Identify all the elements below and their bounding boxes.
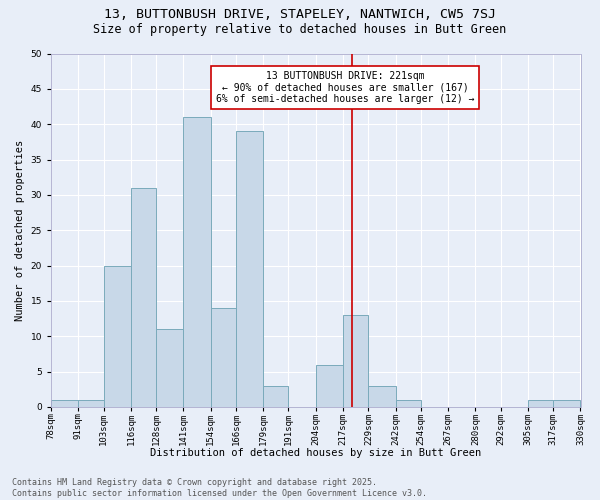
Bar bbox=[368, 386, 395, 407]
Text: 13 BUTTONBUSH DRIVE: 221sqm
← 90% of detached houses are smaller (167)
6% of sem: 13 BUTTONBUSH DRIVE: 221sqm ← 90% of det… bbox=[216, 71, 475, 104]
Text: 13, BUTTONBUSH DRIVE, STAPELEY, NANTWICH, CW5 7SJ: 13, BUTTONBUSH DRIVE, STAPELEY, NANTWICH… bbox=[104, 8, 496, 20]
Text: Contains HM Land Registry data © Crown copyright and database right 2025.
Contai: Contains HM Land Registry data © Crown c… bbox=[12, 478, 427, 498]
Bar bbox=[553, 400, 580, 407]
Bar bbox=[79, 400, 104, 407]
Text: Size of property relative to detached houses in Butt Green: Size of property relative to detached ho… bbox=[94, 22, 506, 36]
Bar bbox=[236, 132, 263, 407]
X-axis label: Distribution of detached houses by size in Butt Green: Distribution of detached houses by size … bbox=[150, 448, 481, 458]
Bar bbox=[263, 386, 289, 407]
Bar bbox=[51, 400, 79, 407]
Bar bbox=[343, 315, 368, 407]
Bar bbox=[131, 188, 156, 407]
Bar bbox=[211, 308, 236, 407]
Bar bbox=[104, 266, 131, 407]
Bar bbox=[156, 329, 184, 407]
Bar bbox=[528, 400, 553, 407]
Bar bbox=[316, 364, 343, 407]
Y-axis label: Number of detached properties: Number of detached properties bbox=[15, 140, 25, 321]
Bar bbox=[184, 117, 211, 407]
Bar bbox=[395, 400, 421, 407]
